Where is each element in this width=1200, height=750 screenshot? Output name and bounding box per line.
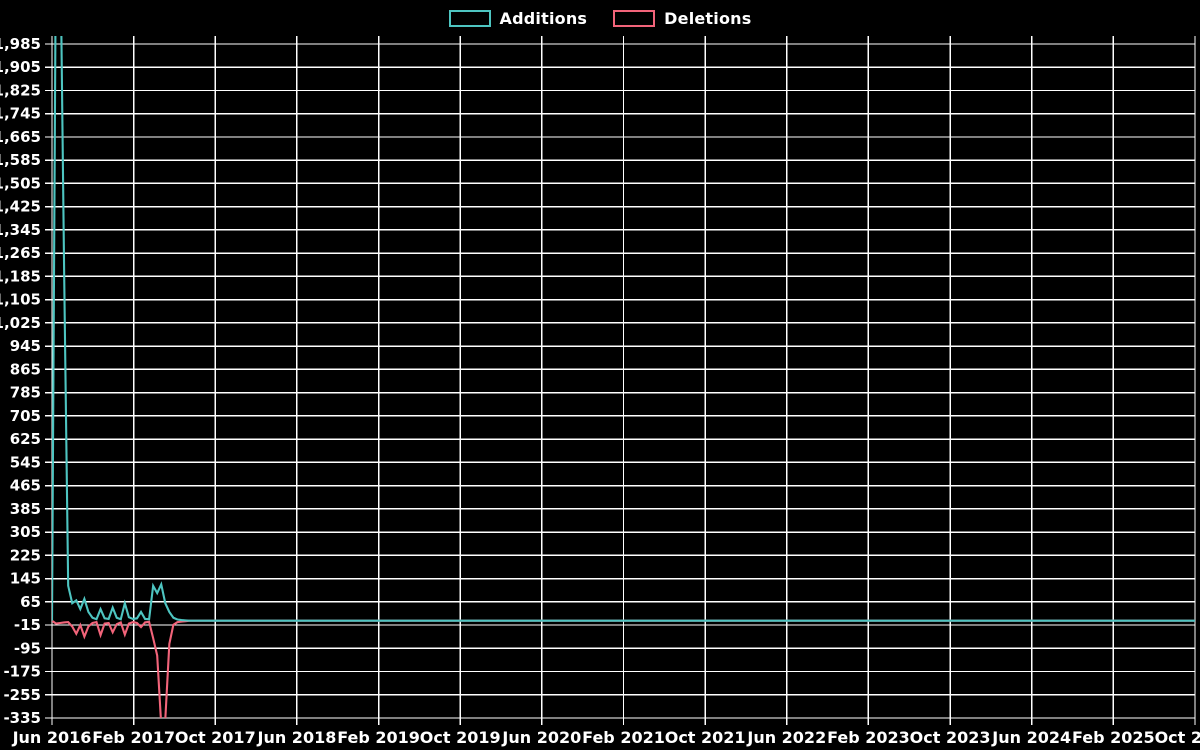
x-tick-label: Oct 2023 xyxy=(910,728,991,747)
x-tick-label: Feb 2025 xyxy=(1072,728,1155,747)
y-tick-label: 1,985 xyxy=(0,35,41,53)
x-tick-label: Feb 2021 xyxy=(582,728,665,747)
y-tick-label: -175 xyxy=(3,663,41,681)
x-tick-label: Oct 2025 xyxy=(1155,728,1200,747)
y-tick-label: -335 xyxy=(3,709,41,727)
legend-item-deletions[interactable]: Deletions xyxy=(613,9,751,28)
y-tick-label: -95 xyxy=(14,639,41,657)
x-axis-tick-labels: Jun 2016 Feb 2017 Oct 2017 Jun 2018 Feb 2019… xyxy=(12,728,1200,747)
y-tick-label: 785 xyxy=(10,384,41,402)
y-tick-label: 145 xyxy=(10,570,41,588)
y-tick-label: -255 xyxy=(3,686,41,704)
y-tick-label: 1,745 xyxy=(0,105,41,123)
y-tick-label: 1,825 xyxy=(0,81,41,99)
x-tick-label: Jun 2016 xyxy=(12,728,92,747)
x-tick-label: Jun 2022 xyxy=(746,728,826,747)
x-tick-label: Jun 2020 xyxy=(501,728,581,747)
y-tick-label: 1,105 xyxy=(0,291,41,309)
horizontal-gridlines xyxy=(45,43,1195,719)
legend-label-deletions: Deletions xyxy=(664,8,752,28)
legend-label-additions: Additions xyxy=(499,8,588,28)
y-tick-label: 1,665 xyxy=(0,128,41,146)
y-tick-label: 1,345 xyxy=(0,221,41,239)
legend-item-additions[interactable]: Additions xyxy=(448,8,588,28)
x-tick-label: Feb 2023 xyxy=(827,728,910,747)
y-tick-label: 385 xyxy=(10,500,41,518)
y-tick-label: 305 xyxy=(10,523,41,541)
y-tick-label: 465 xyxy=(10,477,41,495)
vertical-gridlines xyxy=(51,36,1196,725)
chart-legend: Additions Deletions xyxy=(0,0,1200,36)
x-tick-label: Oct 2019 xyxy=(420,728,501,747)
x-tick-label: Feb 2019 xyxy=(337,728,420,747)
y-tick-label: 1,585 xyxy=(0,151,41,169)
y-tick-label: 625 xyxy=(10,430,41,448)
x-tick-label: Oct 2017 xyxy=(175,728,256,747)
y-tick-label: 1,905 xyxy=(0,58,41,76)
y-tick-label: -15 xyxy=(14,616,41,634)
y-tick-label: 945 xyxy=(10,337,41,355)
y-tick-label: 1,425 xyxy=(0,198,41,216)
x-tick-label: Oct 2021 xyxy=(665,728,746,747)
y-tick-label: 865 xyxy=(10,360,41,378)
y-axis-tick-labels: 1,985 1,905 1,825 1,745 1,665 1,585 1,505 1,425… xyxy=(0,35,41,727)
y-tick-label: 545 xyxy=(10,453,41,471)
y-tick-label: 1,185 xyxy=(0,267,41,285)
series-line-additions xyxy=(52,36,1195,622)
x-tick-label: Feb 2017 xyxy=(92,728,175,747)
legend-swatch-deletions xyxy=(613,9,656,27)
y-tick-label: 1,265 xyxy=(0,244,41,262)
x-tick-label: Jun 2018 xyxy=(257,728,337,747)
legend-swatch-additions xyxy=(448,9,491,27)
y-tick-label: 225 xyxy=(10,546,41,564)
y-tick-label: 1,505 xyxy=(0,174,41,192)
y-tick-label: 705 xyxy=(10,407,41,425)
x-tick-label: Jun 2024 xyxy=(991,728,1071,747)
y-tick-label: 65 xyxy=(20,593,41,611)
y-tick-label: 1,025 xyxy=(0,314,41,332)
